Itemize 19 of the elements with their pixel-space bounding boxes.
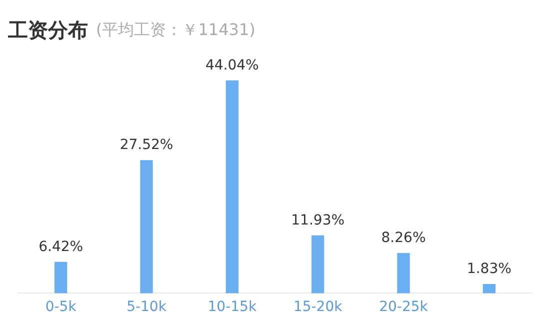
data-label: 6.42%	[38, 238, 84, 255]
x-tick-label: 20-25k	[379, 299, 429, 316]
bar	[312, 235, 324, 294]
x-tick-label: 5-10k	[126, 299, 168, 316]
bar	[226, 80, 238, 294]
data-label: 1.83%	[466, 261, 512, 278]
chart-subtitle: (平均工资：￥11431)	[96, 20, 256, 40]
data-label: 11.93%	[291, 212, 345, 228]
x-tick-label: 0-5k	[45, 299, 78, 316]
bar	[482, 284, 496, 294]
data-label: 8.26%	[381, 230, 426, 246]
bar	[397, 253, 410, 294]
x-tick-label: 15-20k	[293, 299, 344, 316]
data-label: 27.52%	[120, 137, 174, 154]
bar	[54, 262, 68, 294]
x-tick-label: 10-15k	[208, 299, 258, 316]
bar	[140, 160, 153, 294]
chart-title: 工资分布	[8, 16, 88, 44]
data-label: 44.04%	[205, 57, 259, 74]
